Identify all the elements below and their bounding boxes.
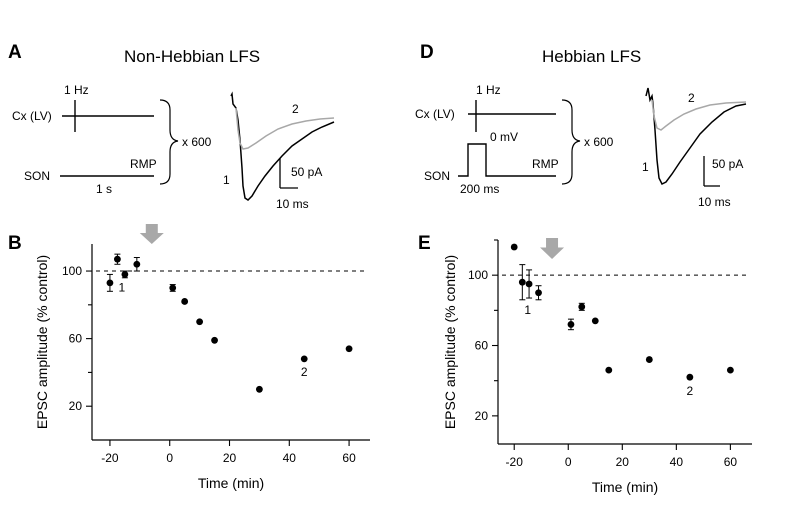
chart-b-x-tick-label: -20 [101,451,119,465]
panel-d-trace-1-label: 1 [642,160,649,174]
panel-a-trace-1-label: 1 [223,173,230,187]
panel-d-son-label: SON [424,169,450,183]
chart-b-point-label: 2 [301,365,308,379]
chart-b-data-point [300,355,308,363]
panel-d-freq-label: 1 Hz [476,83,501,97]
panel-a-scale-current: 50 pA [291,165,322,179]
chart-e-lfs-arrow [540,238,565,259]
chart-b-y-tick-label: 60 [69,332,83,346]
chart-e-y-axis-title: EPSC amplitude (% control) [442,255,458,429]
chart-b-x-tick-label: 40 [283,451,297,465]
chart-b-lfs-arrow [139,224,164,244]
chart-b-x-axis-title: Time (min) [198,475,264,491]
chart-b-y-tick-label: 100 [62,264,82,278]
panel-d-rmp-label: RMP [532,157,559,171]
panel-a-trace-2-label: 2 [292,102,299,116]
chart-e-data-point [510,243,518,251]
chart-b-x-tick-label: 0 [166,451,173,465]
panel-d-duration-label: 200 ms [460,182,499,196]
chart-e-data-point [605,366,613,374]
chart-b-y-axis-title: EPSC amplitude (% control) [34,255,50,429]
panel-d-step-label: 0 mV [490,130,518,144]
panel-a-scale-time: 10 ms [276,197,309,211]
chart-e-data-point [518,278,526,286]
chart-e-data-point [726,366,734,374]
chart-e-x-tick-label: 60 [724,455,738,469]
panel-d-trace-2-label: 2 [688,91,695,105]
panel-a-repeat-label: x 600 [182,135,212,149]
chart-b-y-tick-label: 20 [69,399,83,413]
panel-a-freq-label: 1 Hz [64,83,89,97]
chart-b-data-point [211,336,218,344]
chart-e: E 20 60 100 -20 0 20 40 60 Time (min) EPSC amplit… [418,233,752,495]
chart-e-x-tick-label: -20 [506,455,524,469]
panel-d-repeat-label: x 600 [584,135,614,149]
panel-d-letter: D [420,42,434,63]
chart-e-x-tick-label: 20 [616,455,630,469]
chart-e-point-label: 2 [687,384,694,398]
chart-e-data-point [591,317,599,325]
chart-e-y-tick-label: 20 [475,409,489,423]
chart-e-x-tick-label: 40 [670,455,684,469]
chart-e-data-point [578,303,586,311]
panel-a-trace-1 [230,91,335,201]
chart-b-data-point [345,345,353,353]
panel-d: D Hebbian LFS 1 Hz Cx (LV) SON 0 mV RMP … [415,42,747,209]
panel-d-cx-label: Cx (LV) [415,107,455,121]
chart-b: B 20 60 100 -20 0 20 40 60 Time (min) EPSC amplit… [8,224,370,491]
chart-e-data-point [535,289,542,297]
chart-e-data-point [525,280,533,288]
chart-e-x-tick-label: 0 [565,455,572,469]
panel-d-scale-time: 10 ms [698,195,731,209]
panel-a-trace-2 [235,107,335,150]
chart-b-data-point [255,385,263,393]
chart-b-data-point [196,318,204,326]
chart-b-data-point [121,271,129,278]
chart-b-data-point [181,298,189,305]
chart-e-y-tick-label: 100 [468,268,488,282]
chart-b-point-label: 1 [119,280,126,294]
chart-b-data-point [106,279,114,287]
panel-d-scale-current: 50 pA [712,157,743,171]
panel-d-trace-1 [645,87,747,186]
panel-a-rmp-label: RMP [130,157,157,171]
panel-a-brace [159,99,179,185]
chart-b-data-point [114,255,121,263]
panel-a-title: Non-Hebbian LFS [124,47,260,66]
panel-a-letter: A [8,42,22,63]
panel-d-title: Hebbian LFS [542,47,641,66]
chart-e-x-axis-title: Time (min) [592,479,658,495]
chart-b-data-point [133,260,141,268]
panel-d-son-step [458,143,556,177]
chart-e-data-point [686,373,694,381]
panel-a-cx-label: Cx (LV) [12,109,52,123]
panel-a: A Non-Hebbian LFS 1 Hz Cx (LV) SON RMP 1… [8,42,335,211]
chart-e-data-point [567,321,575,328]
chart-e-point-label: 1 [524,303,531,317]
panel-d-trace-2 [651,99,747,131]
chart-b-x-tick-label: 60 [342,451,356,465]
panel-a-son-label: SON [24,169,50,183]
panel-b-letter: B [8,233,22,254]
chart-e-data-point [645,356,653,363]
chart-e-y-tick-label: 60 [475,339,489,353]
panel-e-letter: E [418,233,431,254]
chart-b-data-point [169,284,177,292]
chart-b-x-tick-label: 20 [223,451,237,465]
panel-a-duration-label: 1 s [96,182,112,196]
panel-d-brace [561,99,581,185]
